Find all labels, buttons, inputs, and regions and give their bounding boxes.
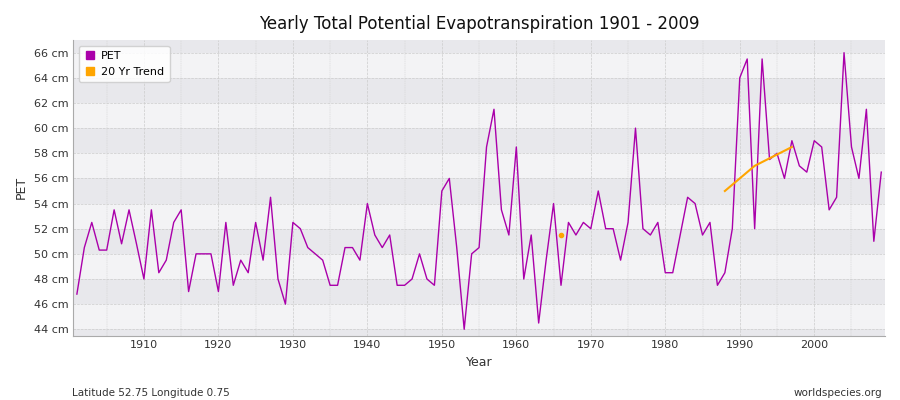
X-axis label: Year: Year xyxy=(466,356,492,369)
Text: Latitude 52.75 Longitude 0.75: Latitude 52.75 Longitude 0.75 xyxy=(72,388,230,398)
Bar xyxy=(73,254,885,279)
Bar xyxy=(73,153,885,178)
Legend: PET, 20 Yr Trend: PET, 20 Yr Trend xyxy=(78,46,169,82)
Bar xyxy=(73,53,885,78)
Bar xyxy=(73,103,885,128)
Title: Yearly Total Potential Evapotranspiration 1901 - 2009: Yearly Total Potential Evapotranspiratio… xyxy=(259,15,699,33)
Bar xyxy=(73,304,885,329)
Y-axis label: PET: PET xyxy=(15,176,28,200)
Text: worldspecies.org: worldspecies.org xyxy=(794,388,882,398)
Bar xyxy=(73,204,885,229)
